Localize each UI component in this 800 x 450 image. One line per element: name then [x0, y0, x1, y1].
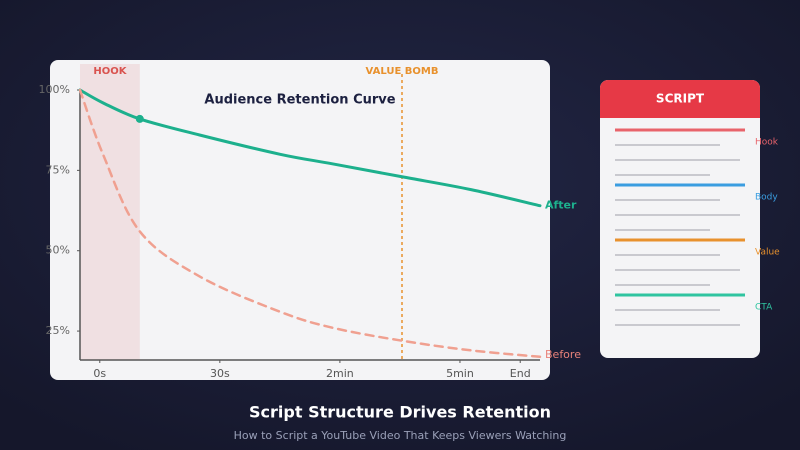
- y-tick-label: 100%: [39, 83, 70, 96]
- hook-point: [135, 114, 144, 123]
- section-label: Value: [755, 248, 780, 258]
- script-header: [600, 80, 760, 118]
- hook-region: [80, 64, 140, 360]
- y-tick-label: 25%: [46, 324, 70, 337]
- series-label: After: [545, 199, 577, 212]
- x-tick-label: 5min: [446, 367, 474, 380]
- series-line: [78, 88, 542, 208]
- series-line: [78, 88, 542, 359]
- annotation-label: HOOK: [93, 66, 127, 77]
- caption-title: Script Structure Drives Retention: [249, 403, 551, 422]
- chart-card: [50, 60, 550, 380]
- section-label: Body: [755, 193, 778, 203]
- annotation-label: VALUE BOMB: [366, 66, 439, 77]
- y-tick-label: 75%: [46, 163, 70, 176]
- chart: HOOK VALUE BOMB 100% 75% 50% 25% 0s 30s 2min 5min…: [39, 64, 581, 380]
- caption-subtitle: How to Script a YouTube Video That Keeps…: [234, 429, 567, 442]
- x-tick-label: End: [510, 367, 531, 380]
- x-tick-label: 0s: [93, 367, 106, 380]
- section-label: Hook: [755, 138, 779, 148]
- chart-title: Audience Retention Curve: [204, 93, 395, 108]
- y-tick-label: 50%: [46, 244, 70, 257]
- x-tick-label: 30s: [210, 367, 230, 380]
- script-sections: Hook Body Value CTA: [615, 128, 780, 326]
- script-card: [600, 80, 760, 358]
- x-tick-label: 2min: [326, 367, 354, 380]
- series-label: Before: [545, 348, 581, 361]
- script-title: SCRIPT: [656, 92, 705, 106]
- section-label: CTA: [755, 303, 773, 313]
